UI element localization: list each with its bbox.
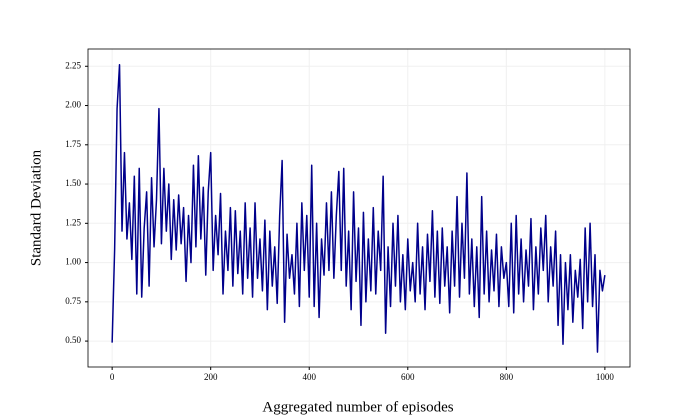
y-tick-label: 1.75 [65, 139, 81, 149]
x-tick-label: 400 [302, 372, 316, 382]
y-tick-label: 1.00 [65, 257, 81, 267]
plot-frame [87, 48, 631, 368]
y-tick-label: 1.50 [65, 178, 81, 188]
x-tick-label: 600 [401, 372, 415, 382]
x-tick-label: 1000 [596, 372, 615, 382]
y-tick-label: 2.25 [65, 60, 81, 70]
y-tick-label: 0.75 [65, 296, 81, 306]
y-tick-label: 1.25 [65, 217, 81, 227]
data-line [111, 63, 606, 353]
y-tick-label: 0.50 [65, 335, 81, 345]
x-tick-label: 200 [204, 372, 218, 382]
x-axis-label: Aggregated number of episodes [262, 399, 453, 415]
y-axis-label: Standard Deviation [28, 149, 44, 266]
x-tick-label: 0 [110, 372, 115, 382]
y-tick-label: 2.00 [65, 100, 81, 110]
x-tick-label: 800 [500, 372, 514, 382]
